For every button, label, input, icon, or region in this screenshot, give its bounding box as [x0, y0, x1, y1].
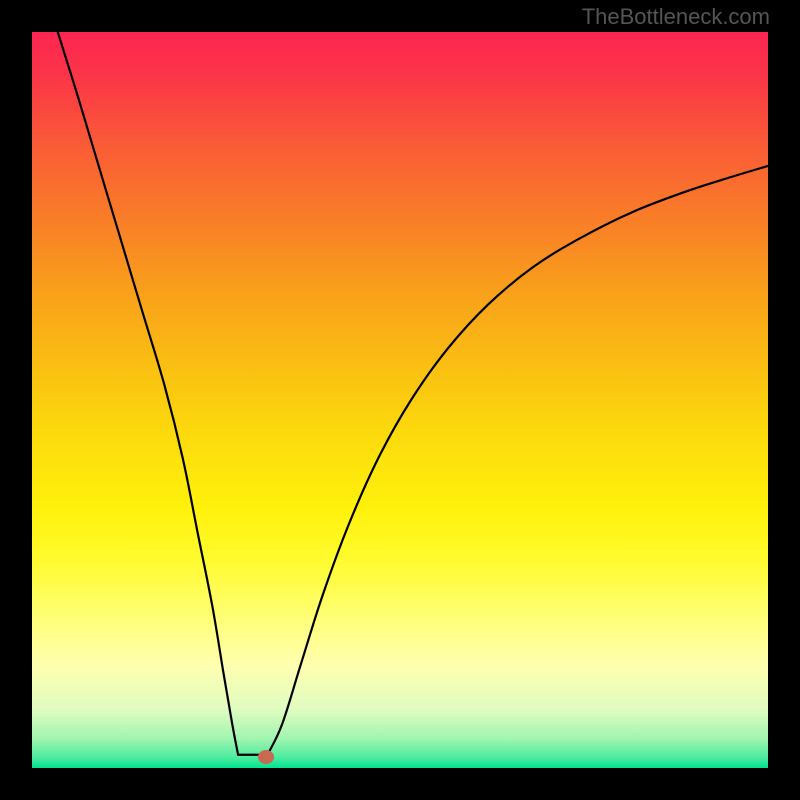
- optimal-point-marker: [258, 750, 274, 764]
- watermark-text: TheBottleneck.com: [582, 4, 770, 30]
- gradient-plot-area: [32, 32, 768, 768]
- chart-container: TheBottleneck.com: [0, 0, 800, 800]
